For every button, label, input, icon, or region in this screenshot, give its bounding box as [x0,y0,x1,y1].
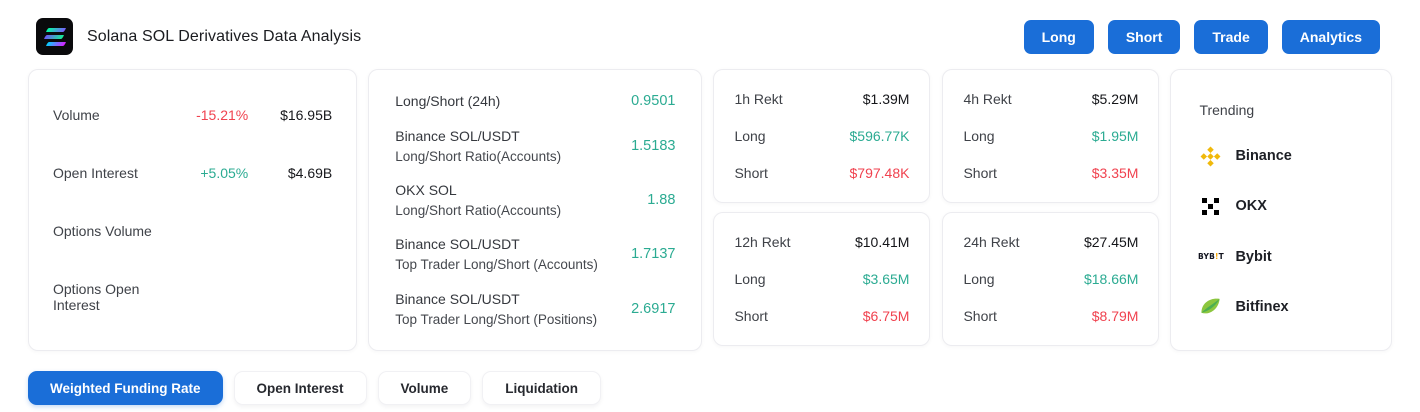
okx-icon [1199,195,1222,218]
rekt-4h-total: $5.29M [1091,91,1139,107]
binance-top-trader-positions-subtitle: Top Trader Long/Short (Positions) [395,311,598,327]
tab-weighted-funding-rate[interactable]: Weighted Funding Rate [28,371,223,405]
trade-button[interactable]: Trade [1194,19,1268,54]
rekt-1h-period: 1h Rekt [734,91,783,107]
chart-tabs: Weighted Funding Rate Open Interest Volu… [28,371,1420,405]
volume-value: $16.95B [280,107,333,123]
rekt-4h-period: 4h Rekt [963,91,1012,107]
rekt-card-12h: 12h Rekt $10.41M Long $3.65M Short $6.75… [713,212,931,346]
ls-24h-value: 0.9501 [631,93,676,110]
options-volume-label: Options Volume [53,223,152,239]
rekt-24h-long-label: Long [963,271,995,287]
rekt-24h-long-value: $18.66M [1083,271,1139,287]
rekt-1h-total: $1.39M [862,91,910,107]
binance-ls-accounts-value: 1.5183 [631,137,676,154]
rekt-12h-total: $10.41M [854,234,910,250]
binance-top-trader-accounts-value: 1.7137 [631,246,676,263]
analytics-button[interactable]: Analytics [1281,19,1380,54]
okx-ls-accounts-row: OKX SOL Long/Short Ratio(Accounts) 1.88 [395,182,675,218]
page-title: Solana SOL Derivatives Data Analysis [87,27,362,45]
volume-label: Volume [53,107,100,123]
binance-top-trader-positions-row: Binance SOL/USDT Top Trader Long/Short (… [395,291,675,327]
ls-24h-row: Long/Short (24h) 0.9501 [395,93,675,109]
binance-top-trader-positions-title: Binance SOL/USDT [395,290,520,307]
binance-top-trader-accounts-subtitle: Top Trader Long/Short (Accounts) [395,257,598,273]
rekt-1h-long-label: Long [734,128,766,144]
liquidation-cards-grid: 1h Rekt $1.39M Long $596.77K Short $797.… [713,69,1160,346]
rekt-card-4h: 4h Rekt $5.29M Long $1.95M Short $3.35M [942,69,1160,203]
binance-top-trader-positions-value: 2.6917 [631,300,676,317]
long-button[interactable]: Long [1023,19,1094,54]
open-interest-value: $4.69B [287,165,333,181]
okx-ls-accounts-subtitle: Long/Short Ratio(Accounts) [395,202,562,218]
tab-volume[interactable]: Volume [377,371,472,405]
open-interest-row: Open Interest +5.05% $4.69B [53,165,332,181]
trending-card: Trending Binance [1170,69,1392,351]
market-overview-card: Volume -15.21% $16.95B Open Interest +5.… [28,69,358,351]
binance-top-trader-accounts-row: Binance SOL/USDT Top Trader Long/Short (… [395,236,675,272]
rekt-24h-short-label: Short [963,308,997,324]
okx-ls-accounts-title: OKX SOL [395,181,457,198]
binance-ls-accounts-title: Binance SOL/USDT [395,127,520,144]
rekt-24h-total: $27.45M [1083,234,1139,250]
rekt-4h-long-label: Long [963,128,995,144]
brand: Solana SOL Derivatives Data Analysis [36,18,361,55]
rekt-card-1h: 1h Rekt $1.39M Long $596.77K Short $797.… [713,69,931,203]
rekt-card-24h: 24h Rekt $27.45M Long $18.66M Short $8.7… [942,212,1160,346]
rekt-12h-long-label: Long [734,271,766,287]
trending-binance-label: Binance [1235,148,1292,165]
volume-row: Volume -15.21% $16.95B [53,107,332,123]
open-interest-change: +5.05% [200,165,249,181]
trending-item-bybit[interactable]: BYB!T Bybit [1197,245,1363,268]
options-open-interest-row: Options Open Interest [53,281,332,313]
options-open-interest-label: Options Open Interest [53,281,140,313]
ls-24h-title: Long/Short (24h) [395,93,501,110]
rekt-24h-short-value: $8.79M [1091,308,1139,324]
trending-item-okx[interactable]: OKX [1199,195,1363,218]
rekt-12h-short-value: $6.75M [862,308,910,324]
open-interest-label: Open Interest [53,165,138,181]
rekt-12h-long-value: $3.65M [862,271,910,287]
trending-bybit-label: Bybit [1235,248,1272,265]
rekt-1h-short-label: Short [734,165,768,181]
binance-ls-accounts-subtitle: Long/Short Ratio(Accounts) [395,148,562,164]
trending-item-bitfinex[interactable]: Bitfinex [1199,295,1363,318]
bitfinex-icon [1199,295,1222,318]
trending-item-binance[interactable]: Binance [1199,145,1363,168]
long-short-ratios-card: Long/Short (24h) 0.9501 Binance SOL/USDT… [368,69,703,351]
rekt-4h-long-value: $1.95M [1091,128,1139,144]
trending-bitfinex-label: Bitfinex [1235,298,1289,315]
cards-row: Volume -15.21% $16.95B Open Interest +5.… [28,69,1392,351]
rekt-24h-period: 24h Rekt [963,234,1020,250]
okx-ls-accounts-value: 1.88 [647,191,676,208]
bybit-icon: BYB!T [1197,252,1224,262]
trending-title: Trending [1199,101,1255,118]
trending-okx-label: OKX [1235,198,1267,215]
volume-change: -15.21% [196,107,249,123]
short-button[interactable]: Short [1107,19,1181,54]
tab-liquidation[interactable]: Liquidation [482,371,602,405]
binance-icon [1199,145,1222,168]
rekt-4h-short-value: $3.35M [1091,165,1139,181]
binance-top-trader-accounts-title: Binance SOL/USDT [395,236,520,253]
options-volume-row: Options Volume [53,223,332,239]
rekt-4h-short-label: Short [963,165,997,181]
binance-ls-accounts-row: Binance SOL/USDT Long/Short Ratio(Accoun… [395,128,675,164]
rekt-12h-short-label: Short [734,308,768,324]
rekt-12h-period: 12h Rekt [734,234,791,250]
header-actions: Long Short Trade Analytics [1023,19,1380,54]
solana-logo-icon [36,18,73,55]
tab-open-interest[interactable]: Open Interest [233,371,367,405]
page-header: Solana SOL Derivatives Data Analysis Lon… [0,0,1420,65]
rekt-1h-short-value: $797.48K [849,165,910,181]
rekt-1h-long-value: $596.77K [849,128,910,144]
